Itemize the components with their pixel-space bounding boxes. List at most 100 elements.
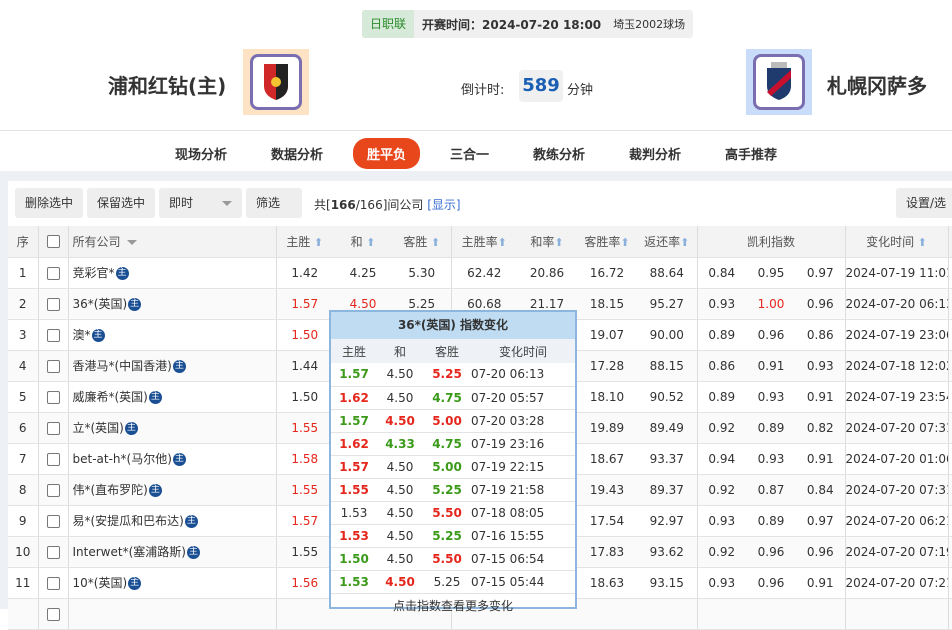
popup-row[interactable]: 1.62 4.50 4.75 07-20 05:57 (331, 386, 575, 410)
popup-title: 36*(英国) 指数变化 (331, 312, 575, 339)
popup-away: 5.25 (423, 524, 471, 548)
company-name[interactable]: 10*(英国) 主 (67, 567, 276, 599)
company-name[interactable]: 威廉希*(英国) 主 (67, 381, 276, 413)
rr: 95.27 (637, 288, 697, 320)
tab-2[interactable]: 胜平负 (352, 137, 420, 169)
change-time: 2024-07-18 12:02 (844, 350, 949, 382)
col-home[interactable]: 主胜 ⬆ (275, 226, 333, 258)
tab-3[interactable]: 三合一 (449, 147, 489, 163)
countdown-unit: 分钟 (567, 83, 594, 98)
row-checkbox[interactable] (37, 505, 68, 537)
popup-draw: 4.50 (377, 570, 423, 594)
home-odds[interactable]: 1.58 (275, 443, 333, 475)
col-company[interactable]: 所有公司 (67, 226, 276, 258)
home-odds[interactable]: 1.55 (275, 474, 333, 506)
home-team-name[interactable]: 浦和红钻(主) (108, 74, 227, 98)
tab-6[interactable]: 高手推荐 (725, 147, 778, 163)
tab-4[interactable]: 教练分析 (533, 147, 586, 163)
company-name[interactable]: 香港马*(中国香港) 主 (67, 350, 276, 382)
company-name[interactable]: bet-at-h*(马尔他) 主 (67, 443, 276, 475)
home-team-logo[interactable] (243, 49, 309, 115)
show-link[interactable]: [显示] (427, 198, 461, 212)
i: 6 (8, 412, 38, 444)
table-row[interactable]: 7 bet-at-h*(马尔他) 主 1.58 18.67 93.37 0.94 0.93 0.… (8, 443, 952, 475)
home-odds[interactable]: 1.55 (275, 536, 333, 568)
company-name[interactable]: Interwet*(塞浦路斯) 主 (67, 536, 276, 568)
row-checkbox[interactable] (37, 288, 68, 320)
company-name[interactable]: 立*(英国) 主 (67, 412, 276, 444)
select-all-checkbox[interactable] (37, 226, 68, 258)
keep-selected-button[interactable]: 保留选中 (87, 188, 155, 218)
popup-row[interactable]: 1.57 4.50 5.00 07-19 22:15 (331, 455, 575, 479)
away-team-logo[interactable] (746, 49, 812, 115)
kelly-value: 0.91 (796, 381, 846, 413)
filter-dropdown[interactable]: 筛选 (246, 188, 302, 236)
company-name[interactable]: 36*(英国) 主 (67, 288, 276, 320)
more-changes-link[interactable]: 点击指数查看更多变化 (392, 598, 513, 613)
col-draw[interactable]: 和 ⬆ (333, 226, 393, 258)
popup-row[interactable]: 1.62 4.33 4.75 07-19 23:16 (331, 432, 575, 456)
home-odds[interactable]: 1.56 (275, 567, 333, 599)
delete-selected-button[interactable]: 删除选中 (15, 188, 83, 218)
settings-button[interactable]: 设置/选择 (896, 188, 952, 240)
col-draw-rate[interactable]: 和率⬆ (517, 226, 577, 258)
col-away[interactable]: 客胜 ⬆ (393, 226, 451, 258)
home-odds[interactable]: 1.44 (275, 350, 333, 382)
popup-row[interactable]: 1.50 4.50 5.50 07-15 06:54 (331, 547, 575, 571)
tab-1[interactable]: 数据分析 (270, 147, 323, 163)
popup-row[interactable]: 1.53 4.50 5.25 07-15 05:44 (331, 570, 575, 594)
kelly-value: 0.93 (796, 350, 846, 382)
popup-home: 1.62 (331, 432, 377, 456)
row-checkbox[interactable] (37, 350, 68, 382)
popup-row[interactable]: 1.53 4.50 5.25 07-16 15:55 (331, 524, 575, 548)
rr: 93.62 (637, 536, 697, 568)
a[interactable]: 5.30 (393, 257, 451, 289)
company-name[interactable]: 澳* 主 (67, 319, 276, 351)
popup-home: 1.50 (331, 547, 377, 571)
row-checkbox[interactable] (37, 443, 68, 475)
row-checkbox[interactable] (37, 412, 68, 444)
change-time: 2024-07-20 07:21 (844, 567, 949, 599)
row-checkbox[interactable] (37, 319, 68, 351)
table-header: 序 所有公司 主胜 ⬆ 和 ⬆ 客胜 ⬆ 主胜率⬆ 和率⬆ 客胜率⬆ 返还率⬆ … (8, 226, 952, 258)
popup-row[interactable]: 1.53 4.50 5.50 07-18 08:05 (331, 501, 575, 525)
home-odds[interactable]: 1.55 (275, 412, 333, 444)
change-time: 2024-07-20 06:21 (844, 505, 949, 537)
home-odds[interactable]: 1.50 (275, 381, 333, 413)
company-name[interactable]: 易*(安提瓜和巴布达) 主 (67, 505, 276, 537)
col-away-rate[interactable]: 客胜率⬆ (577, 226, 637, 258)
col-return-rate[interactable]: 返还率⬆ (637, 226, 697, 258)
home-odds[interactable]: 1.57 (275, 288, 333, 320)
away-team-name[interactable]: 札幌冈萨多 (827, 74, 927, 98)
table-row[interactable]: 1 竞彩官* 主 1.42 4.25 5.30 62.42 20.86 16.72 88.64 0.… (8, 257, 952, 289)
row-checkbox[interactable] (37, 474, 68, 506)
main-badge-icon: 主 (148, 391, 162, 404)
popup-col-time: 变化时间 (471, 339, 575, 363)
table-row[interactable]: 2 36*(英国) 主 1.57 4.50 5.25 60.68 21.17 18.15 95.2… (8, 288, 952, 320)
row-checkbox[interactable] (37, 381, 68, 413)
draw-odds[interactable]: 4.25 (333, 257, 393, 289)
popup-row[interactable]: 1.57 4.50 5.25 07-20 06:13 (331, 363, 575, 387)
popup-home: 1.62 (331, 386, 377, 410)
i: 8 (8, 474, 38, 506)
company-name[interactable]: 伟*(直布罗陀) 主 (67, 474, 276, 506)
col-time[interactable]: 变化时间 ⬆ (844, 226, 949, 258)
popup-away: 5.25 (423, 363, 471, 387)
home-odds[interactable]: 1.42 (275, 257, 333, 289)
change-time: 2024-07-19 23:54 (844, 381, 949, 413)
popup-row[interactable]: 1.55 4.50 5.25 07-19 21:58 (331, 478, 575, 502)
countdown-value: 589 (519, 70, 563, 102)
home-odds[interactable]: 1.50 (275, 319, 333, 351)
league-badge[interactable]: 日职联 (362, 10, 415, 38)
shield-icon (264, 64, 288, 100)
row-checkbox[interactable] (37, 257, 68, 289)
tab-5[interactable]: 裁判分析 (629, 147, 682, 163)
row-checkbox[interactable] (37, 567, 68, 599)
company-name[interactable]: 竞彩官* 主 (67, 257, 276, 289)
mode-select[interactable]: 即时 (159, 188, 242, 218)
tab-0[interactable]: 现场分析 (174, 147, 227, 163)
col-home-rate[interactable]: 主胜率⬆ (450, 226, 517, 258)
home-odds[interactable]: 1.57 (275, 505, 333, 537)
row-checkbox[interactable] (37, 536, 68, 568)
popup-row[interactable]: 1.57 4.50 5.00 07-20 03:28 (331, 409, 575, 433)
